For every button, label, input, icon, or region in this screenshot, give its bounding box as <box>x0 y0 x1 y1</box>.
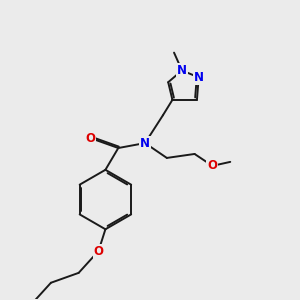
Text: O: O <box>207 159 218 172</box>
Text: O: O <box>94 244 103 258</box>
Text: N: N <box>177 64 187 77</box>
Text: N: N <box>140 136 150 150</box>
Text: O: O <box>85 132 96 145</box>
Text: N: N <box>194 71 204 84</box>
